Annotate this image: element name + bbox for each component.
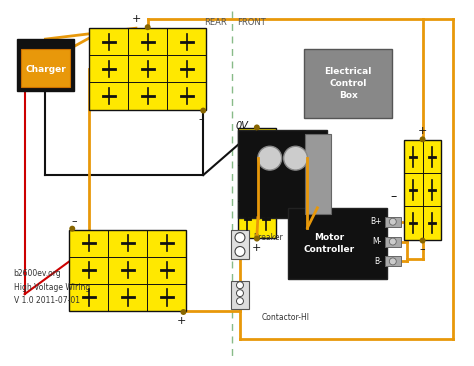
Text: Contactor-HI: Contactor-HI <box>262 313 310 322</box>
Text: Motor
Controller: Motor Controller <box>304 233 355 254</box>
Text: +: + <box>177 316 186 326</box>
Text: –: – <box>391 190 397 203</box>
Text: FRONT: FRONT <box>237 18 266 27</box>
Text: +: + <box>418 126 427 137</box>
Circle shape <box>201 108 206 113</box>
Circle shape <box>235 233 245 243</box>
Text: +: + <box>252 243 262 253</box>
Circle shape <box>419 238 426 243</box>
Bar <box>231 229 249 259</box>
Bar <box>89 28 206 109</box>
Circle shape <box>389 258 396 265</box>
Bar <box>304 49 392 119</box>
Text: –: – <box>72 216 77 226</box>
Bar <box>21 49 70 87</box>
Text: B+: B+ <box>370 217 382 226</box>
Circle shape <box>181 309 186 315</box>
Text: 0V: 0V <box>236 122 249 131</box>
Bar <box>385 236 401 247</box>
Circle shape <box>389 238 396 245</box>
Circle shape <box>258 146 282 170</box>
Circle shape <box>237 298 244 305</box>
Circle shape <box>237 290 244 296</box>
Text: B-: B- <box>374 257 382 266</box>
Bar <box>69 229 186 311</box>
Circle shape <box>419 137 426 142</box>
Bar <box>404 140 441 240</box>
Circle shape <box>389 218 396 225</box>
Text: Breaker: Breaker <box>253 233 283 242</box>
Circle shape <box>254 124 260 130</box>
Bar <box>385 257 401 266</box>
Circle shape <box>283 146 308 170</box>
Bar <box>231 281 249 309</box>
Circle shape <box>254 236 260 242</box>
Bar <box>238 130 328 218</box>
Text: REAR: REAR <box>204 18 227 27</box>
Circle shape <box>69 226 75 232</box>
Text: Charger: Charger <box>25 66 66 74</box>
Bar <box>305 134 331 214</box>
Bar <box>238 128 276 238</box>
Bar <box>288 208 387 279</box>
Text: +: + <box>131 14 141 24</box>
Bar <box>385 217 401 227</box>
Text: –: – <box>420 244 425 254</box>
Circle shape <box>235 247 245 257</box>
Text: –: – <box>199 115 204 124</box>
Text: Electrical
Control
Box: Electrical Control Box <box>325 67 372 100</box>
Circle shape <box>145 24 151 30</box>
Circle shape <box>237 282 244 289</box>
Text: b2600ev.org
High Voltage Wiring
V 1.0 2011-07-01: b2600ev.org High Voltage Wiring V 1.0 20… <box>14 269 90 305</box>
Text: M-: M- <box>373 237 382 246</box>
Bar <box>17 39 74 91</box>
